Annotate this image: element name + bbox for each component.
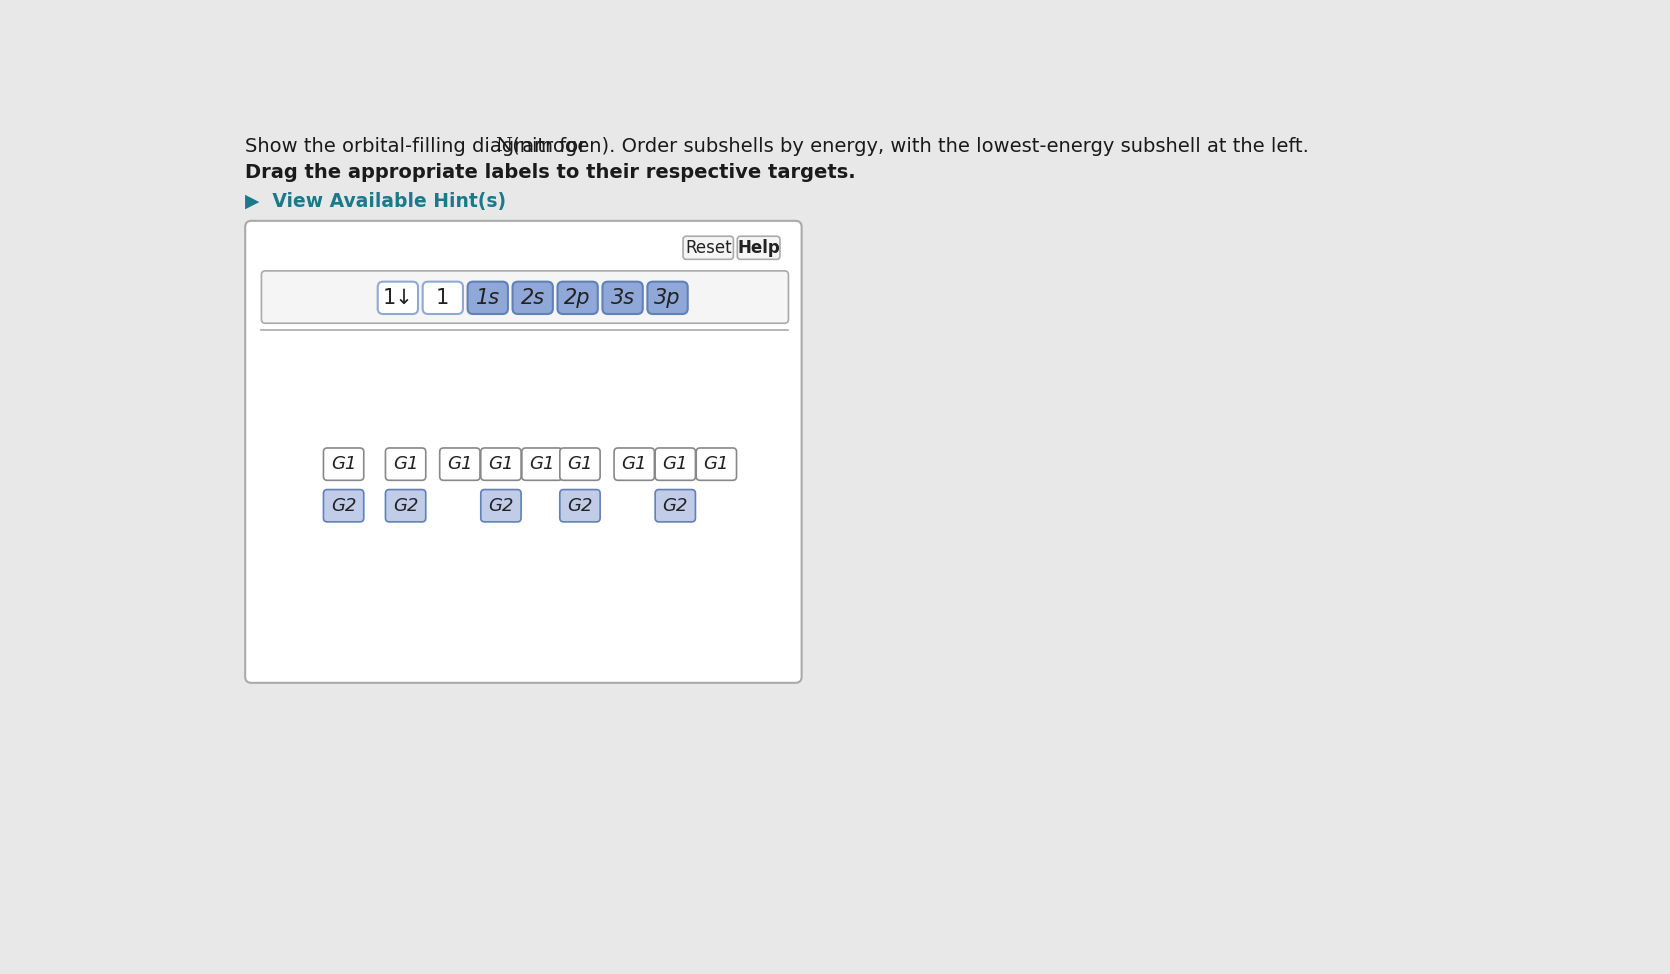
Text: 3s: 3s (611, 288, 635, 308)
Text: G2: G2 (392, 497, 419, 514)
Text: 1s: 1s (476, 288, 499, 308)
Text: G1: G1 (488, 455, 514, 473)
Text: ▶  View Available Hint(s): ▶ View Available Hint(s) (245, 192, 506, 211)
FancyBboxPatch shape (423, 281, 463, 314)
FancyBboxPatch shape (559, 490, 600, 522)
FancyBboxPatch shape (245, 221, 802, 683)
FancyBboxPatch shape (468, 281, 508, 314)
FancyBboxPatch shape (439, 448, 479, 480)
Text: (nitrogen). Order subshells by energy, with the lowest-energy subshell at the le: (nitrogen). Order subshells by energy, w… (506, 136, 1309, 156)
FancyBboxPatch shape (558, 281, 598, 314)
Text: G1: G1 (663, 455, 688, 473)
Text: Reset: Reset (685, 239, 731, 257)
Text: G2: G2 (663, 497, 688, 514)
FancyBboxPatch shape (559, 448, 600, 480)
Text: 3p: 3p (655, 288, 681, 308)
FancyBboxPatch shape (481, 448, 521, 480)
FancyBboxPatch shape (736, 237, 780, 259)
FancyBboxPatch shape (324, 448, 364, 480)
Text: G1: G1 (331, 455, 356, 473)
FancyBboxPatch shape (655, 448, 695, 480)
Text: G1: G1 (703, 455, 730, 473)
FancyBboxPatch shape (481, 490, 521, 522)
FancyBboxPatch shape (521, 448, 563, 480)
Text: G1: G1 (568, 455, 593, 473)
Text: G1: G1 (529, 455, 554, 473)
Text: Drag the appropriate labels to their respective targets.: Drag the appropriate labels to their res… (245, 163, 855, 182)
Text: 1↓: 1↓ (382, 288, 412, 308)
Text: G1: G1 (392, 455, 419, 473)
Text: G1: G1 (621, 455, 646, 473)
FancyBboxPatch shape (683, 237, 733, 259)
FancyBboxPatch shape (603, 281, 643, 314)
Text: N: N (496, 137, 513, 155)
FancyBboxPatch shape (513, 281, 553, 314)
FancyBboxPatch shape (648, 281, 688, 314)
Text: Show the orbital-filling diagram for: Show the orbital-filling diagram for (245, 136, 593, 156)
Text: G1: G1 (448, 455, 473, 473)
FancyBboxPatch shape (615, 448, 655, 480)
FancyBboxPatch shape (377, 281, 418, 314)
FancyBboxPatch shape (386, 490, 426, 522)
FancyBboxPatch shape (262, 271, 788, 323)
FancyBboxPatch shape (655, 490, 695, 522)
Text: 2p: 2p (564, 288, 591, 308)
Text: G2: G2 (568, 497, 593, 514)
Text: 1: 1 (436, 288, 449, 308)
FancyBboxPatch shape (386, 448, 426, 480)
Text: Help: Help (736, 239, 780, 257)
FancyBboxPatch shape (324, 490, 364, 522)
Text: 2s: 2s (521, 288, 544, 308)
Text: G2: G2 (331, 497, 356, 514)
Text: G2: G2 (488, 497, 514, 514)
FancyBboxPatch shape (696, 448, 736, 480)
